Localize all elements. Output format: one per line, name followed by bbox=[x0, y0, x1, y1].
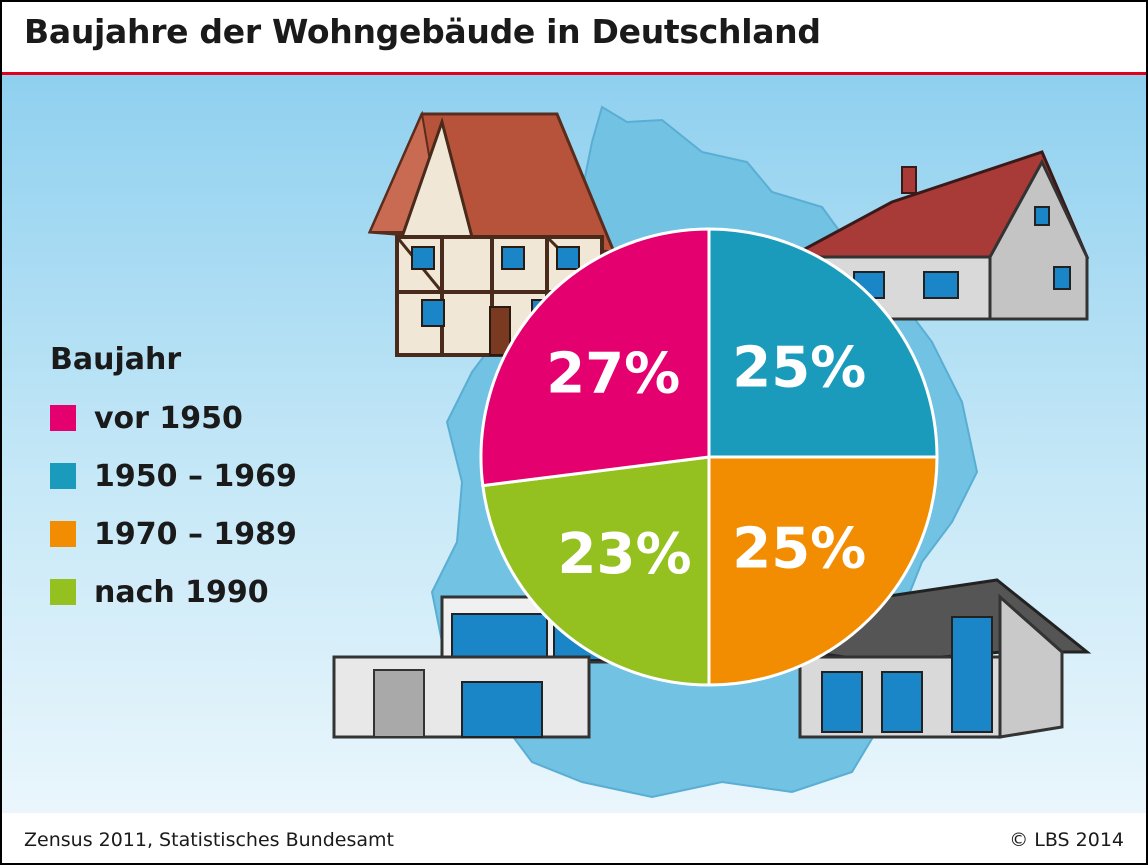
legend-label: 1950 – 1969 bbox=[94, 458, 297, 494]
source-note: Zensus 2011, Statistisches Bundesamt bbox=[24, 829, 394, 851]
legend-title: Baujahr bbox=[50, 342, 182, 377]
contemporary-house-icon bbox=[764, 578, 1092, 739]
title-bar: Baujahre der Wohngebäude in Deutschland bbox=[2, 2, 1146, 75]
legend-swatch bbox=[50, 579, 76, 605]
legend-swatch bbox=[50, 463, 76, 489]
chart-title: Baujahre der Wohngebäude in Deutschland bbox=[24, 12, 821, 51]
pie-slice-4 bbox=[481, 455, 711, 687]
legend: Baujahr vor 1950 1950 – 1969 1970 – 1989 na… bbox=[50, 342, 297, 621]
legend-label: vor 1950 bbox=[94, 400, 243, 436]
pie-label-2: 25% bbox=[732, 336, 866, 401]
copyright-note: © LBS 2014 bbox=[1009, 829, 1124, 851]
legend-item: nach 1990 bbox=[50, 563, 297, 621]
pie-slice-3 bbox=[707, 455, 939, 687]
pie-label-3: 25% bbox=[732, 516, 866, 581]
footer: Zensus 2011, Statistisches Bundesamt © L… bbox=[2, 813, 1146, 863]
legend-item: vor 1950 bbox=[50, 389, 297, 447]
legend-items: vor 1950 1950 – 1969 1970 – 1989 nach 1990 bbox=[50, 389, 297, 621]
pie-label-4: 23% bbox=[558, 522, 692, 587]
pie-label-1: 27% bbox=[546, 342, 680, 407]
legend-item: 1950 – 1969 bbox=[50, 447, 297, 505]
legend-label: 1970 – 1989 bbox=[94, 516, 297, 552]
pie-slice-1 bbox=[479, 227, 711, 488]
pie-slice-2 bbox=[707, 227, 939, 459]
legend-swatch bbox=[50, 405, 76, 431]
legend-swatch bbox=[50, 521, 76, 547]
legend-label: nach 1990 bbox=[94, 574, 269, 610]
legend-item: 1970 – 1989 bbox=[50, 505, 297, 563]
